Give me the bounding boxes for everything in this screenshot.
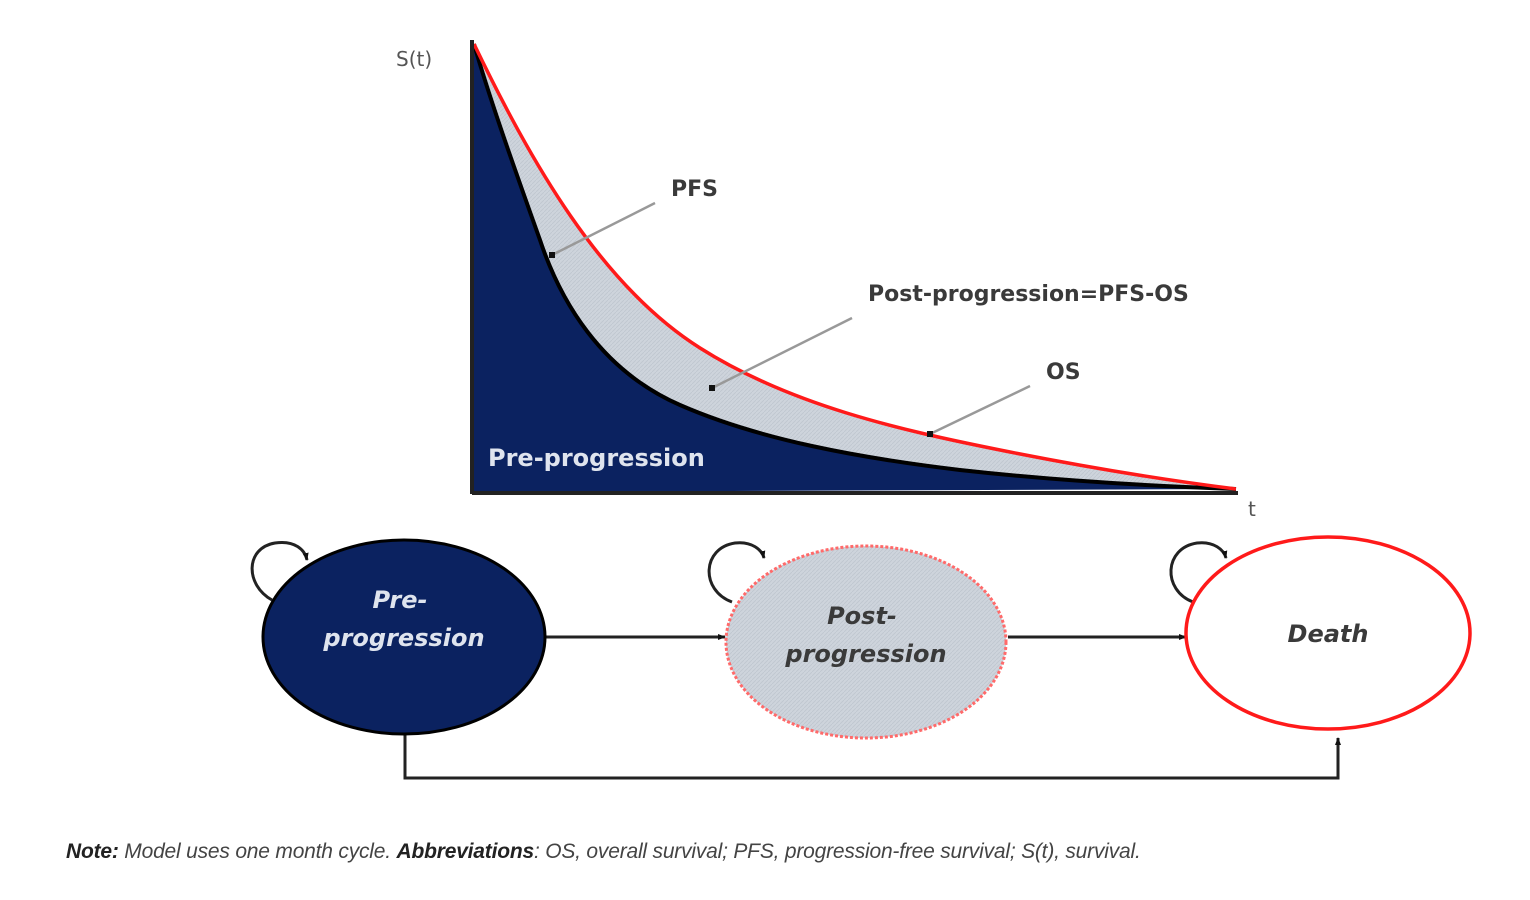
post-progression-callout-line bbox=[709, 316, 853, 391]
state-pre-progression-label-line2: progression bbox=[322, 624, 484, 652]
self-loop-pre-icon bbox=[250, 540, 309, 602]
state-death: Death bbox=[1184, 535, 1472, 731]
survival-plot: S(t) t PFS Post-progression=PFS-OS OS Pr… bbox=[396, 40, 1256, 521]
post-progression-area bbox=[474, 44, 1236, 489]
state-post-progression-label-line1: Post- bbox=[827, 602, 897, 630]
pre-progression-area bbox=[474, 44, 1236, 492]
state-pre-progression: Pre- progression bbox=[261, 538, 547, 736]
state-post-progression: Post- progression bbox=[724, 544, 1008, 740]
pre-progression-region-label: Pre-progression bbox=[488, 444, 705, 472]
self-loop-death-icon bbox=[1169, 541, 1228, 604]
pfs-curve bbox=[472, 43, 1237, 491]
os-curve bbox=[472, 43, 1237, 491]
os-callout-label: OS bbox=[1046, 360, 1081, 385]
pfs-callout-label: PFS bbox=[671, 177, 718, 202]
os-callout-line bbox=[927, 384, 1031, 437]
abbreviations-label: Abbreviations bbox=[396, 840, 535, 863]
state-post-progression-label-line2: progression bbox=[784, 640, 946, 668]
note-text: Model uses one month cycle. bbox=[118, 840, 397, 863]
note-label: Note: bbox=[66, 840, 119, 863]
y-axis-label: S(t) bbox=[396, 47, 432, 71]
figure-note: Note: Model uses one month cycle. Abbrev… bbox=[66, 840, 1506, 864]
x-axis-label: t bbox=[1248, 497, 1256, 521]
transition-pre-to-death bbox=[403, 733, 1341, 780]
state-diagram: Pre- progression Post- progression Death bbox=[250, 535, 1472, 780]
state-death-label: Death bbox=[1288, 620, 1369, 648]
pfs-callout-line bbox=[549, 201, 656, 258]
abbreviations-text: : OS, overall survival; PFS, progression… bbox=[533, 840, 1141, 863]
self-loop-post-icon bbox=[707, 541, 766, 604]
post-progression-callout-label: Post-progression=PFS-OS bbox=[868, 282, 1189, 307]
state-pre-progression-label-line1: Pre- bbox=[373, 586, 428, 614]
